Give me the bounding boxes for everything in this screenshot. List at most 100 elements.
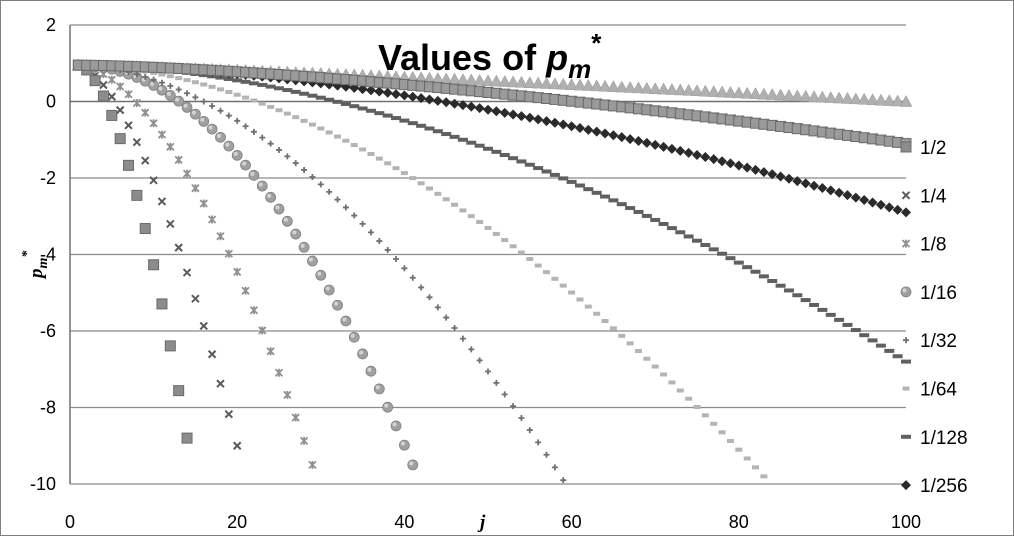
data-point — [307, 255, 318, 267]
data-point — [634, 348, 642, 353]
data-point — [718, 430, 726, 435]
data-point — [534, 263, 542, 268]
data-point — [556, 77, 570, 90]
data-point — [533, 114, 544, 125]
data-point — [398, 439, 410, 451]
data-point — [365, 365, 377, 377]
data-point — [531, 76, 545, 89]
data-point — [131, 189, 143, 201]
data-point — [733, 260, 744, 265]
data-point — [142, 73, 149, 80]
data-point — [173, 95, 185, 107]
data-point — [309, 174, 316, 181]
data-point — [300, 118, 308, 123]
data-point — [183, 78, 191, 83]
data-point — [581, 78, 595, 91]
data-point — [217, 107, 224, 114]
data-point — [258, 101, 266, 106]
data-point — [451, 202, 459, 207]
data-point — [690, 84, 704, 97]
data-point — [683, 234, 694, 239]
data-point — [625, 134, 636, 145]
data-point — [800, 298, 811, 303]
y-tick-label: -10 — [30, 474, 56, 494]
data-point — [350, 143, 358, 148]
data-point — [191, 294, 200, 303]
data-point — [498, 75, 512, 87]
data-point — [501, 391, 508, 398]
data-point — [401, 265, 408, 272]
data-point — [560, 477, 567, 484]
data-point — [393, 256, 400, 263]
data-point — [559, 283, 567, 288]
data-point — [775, 171, 786, 182]
data-point — [325, 130, 333, 135]
data-point — [590, 79, 604, 92]
data-point — [633, 209, 644, 214]
data-point — [651, 364, 659, 369]
data-point — [274, 86, 284, 91]
data-point — [265, 191, 277, 203]
y-axis-label-subscript: m — [36, 258, 51, 269]
data-point — [409, 176, 417, 181]
data-point — [616, 132, 627, 143]
data-point — [107, 75, 116, 84]
data-point — [290, 228, 302, 240]
data-point — [600, 128, 611, 139]
data-point — [141, 108, 150, 117]
data-point — [374, 111, 385, 116]
data-point — [233, 92, 241, 97]
data-point — [489, 74, 503, 87]
data-point — [742, 265, 753, 270]
data-point — [468, 346, 475, 353]
legend-item: 1/32 — [903, 331, 957, 352]
y-tick-label: 0 — [46, 92, 56, 112]
data-point — [139, 75, 151, 87]
axes — [69, 25, 906, 484]
data-point — [474, 103, 485, 114]
data-point — [357, 84, 368, 95]
data-point — [474, 143, 485, 148]
data-point — [200, 98, 207, 105]
data-point — [758, 167, 769, 178]
data-point — [692, 238, 702, 243]
data-point — [641, 137, 652, 148]
data-point — [643, 356, 651, 361]
data-point — [299, 91, 310, 96]
legend-label: 1/256 — [920, 476, 968, 497]
data-point — [224, 410, 234, 419]
data-point — [749, 87, 762, 99]
data-point — [342, 204, 349, 211]
data-point — [767, 169, 778, 180]
data-point — [593, 311, 601, 316]
data-point — [359, 220, 366, 227]
data-point — [432, 95, 443, 106]
data-point — [565, 78, 579, 90]
legend-marker — [900, 141, 912, 153]
data-point — [658, 222, 669, 227]
data-point — [666, 226, 677, 231]
data-point — [250, 98, 258, 103]
data-point — [526, 257, 534, 262]
data-point — [809, 180, 820, 191]
data-point — [232, 78, 243, 83]
data-point — [464, 73, 478, 86]
x-tick-label: 80 — [729, 512, 749, 532]
legend-marker — [901, 480, 911, 491]
data-point — [584, 304, 592, 309]
data-point — [867, 197, 878, 208]
data-point — [508, 156, 519, 161]
data-point — [375, 156, 383, 161]
data-point — [508, 109, 519, 120]
data-point — [208, 84, 216, 89]
data-point — [842, 190, 853, 201]
data-point — [317, 181, 324, 188]
data-point — [216, 87, 224, 92]
data-point — [725, 256, 736, 261]
y-axis-label-main: p — [26, 269, 47, 281]
data-point — [675, 145, 686, 156]
data-point — [158, 79, 165, 86]
data-point — [740, 86, 754, 99]
data-point — [541, 169, 552, 174]
legend-label: 1/16 — [920, 283, 957, 304]
